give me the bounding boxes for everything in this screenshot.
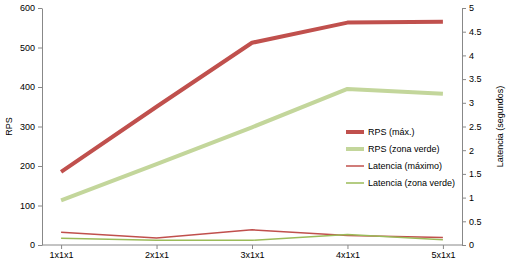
tick-label: 100	[20, 201, 35, 211]
legend-item: Latencia (zona verde)	[346, 178, 455, 188]
tick: 1.5	[462, 169, 482, 179]
tick-label: 1.5	[469, 169, 482, 179]
tick-mark	[38, 127, 42, 128]
tick-mark	[462, 8, 466, 9]
tick-label: 600	[20, 3, 35, 13]
tick-label: 2	[469, 146, 474, 156]
tick-label: 4	[469, 51, 474, 61]
chart: 0 100 200 300 400 500 600 0 0.5 1 1.5 2 2.5 3 3.5 4 4.5 5…	[0, 0, 516, 267]
tick: 2.5	[462, 122, 482, 132]
tick: 0	[462, 240, 474, 250]
tick: 400	[20, 82, 42, 92]
tick: 4.5	[462, 27, 482, 37]
legend-swatch	[346, 130, 364, 134]
tick-mark	[38, 48, 42, 49]
tick-label: 200	[20, 161, 35, 171]
x-axis: 1x1x1 2x1x1 3x1x1 4x1x1 5x1x1	[42, 245, 462, 260]
tick-label: 500	[20, 43, 35, 53]
legend-label: Latencia (máximo)	[368, 161, 442, 171]
legend-label: RPS (zona verde)	[368, 144, 440, 154]
y-axis: 0 100 200 300 400 500 600	[20, 3, 43, 250]
tick-label: 1x1x1	[50, 250, 74, 260]
tick-label: 3	[469, 98, 474, 108]
tick-mark	[462, 150, 466, 151]
tick-mark	[38, 8, 42, 9]
tick-label: 0	[469, 240, 474, 250]
tick: 4	[462, 51, 474, 61]
tick-mark	[462, 198, 466, 199]
tick-label: 0	[30, 240, 35, 250]
tick-label: 3x1x1	[240, 250, 264, 260]
y2-axis: 0 0.5 1 1.5 2 2.5 3 3.5 4 4.5 5	[462, 3, 482, 250]
tick: 0.5	[462, 217, 482, 227]
tick-label: 300	[20, 122, 35, 132]
tick: 4x1x1	[336, 245, 360, 260]
tick-label: 5	[469, 3, 474, 13]
tick-mark	[462, 221, 466, 222]
tick-mark	[462, 32, 466, 33]
tick-label: 4x1x1	[336, 250, 360, 260]
tick-mark	[462, 245, 466, 246]
tick: 5	[462, 3, 474, 13]
tick-mark	[38, 206, 42, 207]
tick: 3x1x1	[240, 245, 264, 260]
tick-mark	[462, 55, 466, 56]
series-line	[61, 22, 443, 172]
tick-mark	[61, 245, 62, 249]
tick: 200	[20, 161, 42, 171]
tick: 300	[20, 122, 42, 132]
tick-mark	[462, 127, 466, 128]
tick-label: 2.5	[469, 122, 482, 132]
legend-swatch	[346, 147, 364, 151]
tick: 100	[20, 201, 42, 211]
tick-mark	[462, 174, 466, 175]
tick: 2x1x1	[145, 245, 169, 260]
tick-label: 2x1x1	[145, 250, 169, 260]
tick-label: 5x1x1	[431, 250, 455, 260]
tick-mark	[38, 245, 42, 246]
tick-mark	[38, 87, 42, 88]
y2-axis-title: Latencia (segundos)	[495, 86, 505, 168]
legend: RPS (máx.) RPS (zona verde) Latencia (máxi…	[346, 127, 455, 188]
legend-swatch	[346, 182, 364, 184]
tick: 2	[462, 146, 474, 156]
legend-item: Latencia (máximo)	[346, 161, 442, 171]
tick: 3.5	[462, 74, 482, 84]
tick-mark	[462, 103, 466, 104]
tick: 500	[20, 43, 42, 53]
tick-mark	[443, 245, 444, 249]
tick-mark	[347, 245, 348, 249]
legend-swatch	[346, 165, 364, 167]
tick: 600	[20, 3, 42, 13]
axis-line	[42, 9, 43, 246]
tick-label: 3.5	[469, 74, 482, 84]
tick-label: 400	[20, 82, 35, 92]
legend-item: RPS (zona verde)	[346, 144, 440, 154]
plot-area	[61, 22, 443, 240]
series-line	[61, 235, 443, 241]
tick: 5x1x1	[431, 245, 455, 260]
tick-mark	[462, 79, 466, 80]
tick-mark	[38, 166, 42, 167]
tick: 3	[462, 98, 474, 108]
tick-label: 1	[469, 193, 474, 203]
tick-label: 4.5	[469, 27, 482, 37]
tick: 1x1x1	[50, 245, 74, 260]
legend-item: RPS (máx.)	[346, 127, 415, 137]
tick-mark	[157, 245, 158, 249]
tick: 1	[462, 193, 474, 203]
tick-mark	[252, 245, 253, 249]
y-axis-title: RPS	[4, 117, 14, 136]
tick: 0	[30, 240, 42, 250]
legend-label: Latencia (zona verde)	[368, 178, 455, 188]
legend-label: RPS (máx.)	[368, 127, 415, 137]
tick-label: 0.5	[469, 217, 482, 227]
